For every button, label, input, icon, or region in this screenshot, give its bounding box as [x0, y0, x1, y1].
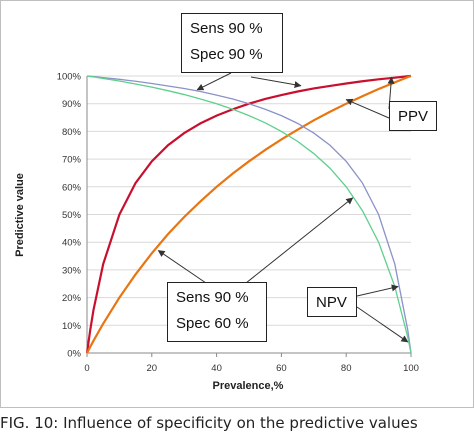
y-tick-label: 20%: [62, 293, 82, 304]
annotation-line: NPV: [316, 294, 347, 311]
y-axis-label: Predictive value: [14, 173, 26, 257]
y-tick-label: 100%: [57, 72, 82, 83]
y-tick-label: 0%: [67, 349, 81, 360]
figure-caption: FIG. 10: Influence of specificity on the…: [0, 414, 418, 432]
ppv-spec-90-line: [85, 74, 412, 354]
ppv-spec-60-line: [86, 74, 412, 354]
x-tick-label: 0: [84, 363, 89, 374]
annotation-ppv: PPV: [389, 101, 437, 131]
x-tick-label: 20: [147, 363, 158, 374]
y-tick-label: 80%: [62, 127, 82, 138]
y-tick-label: 60%: [62, 182, 82, 193]
annotation-sens-90-spec-60: Sens 90 % Spec 60 %: [167, 282, 267, 342]
x-tick-label: 80: [341, 363, 352, 374]
annotation-sens-90-spec-90: Sens 90 % Spec 90 %: [181, 13, 283, 73]
annotation-arrow: [196, 72, 232, 91]
annotation-arrow: [157, 250, 207, 284]
x-tick-label: 100: [403, 363, 419, 374]
annotation-arrow: [345, 98, 390, 119]
chart-figure: 0% 10% 20% 30% 40% 50% 60% 70% 80% 90% 100% 0 20 40 60…: [0, 0, 474, 408]
annotation-npv: NPV: [307, 287, 357, 317]
x-axis-label: Prevalence,%: [213, 380, 284, 392]
y-tick-label: 50%: [62, 210, 82, 221]
x-tick-label: 60: [276, 363, 287, 374]
x-tick-label: 40: [211, 363, 222, 374]
annotation-line: PPV: [398, 108, 429, 125]
annotation-arrow: [356, 306, 409, 343]
annotation-arrow: [356, 284, 399, 297]
annotation-arrow: [245, 197, 354, 284]
npv-spec-60-line: [86, 75, 412, 354]
y-tick-label: 10%: [62, 321, 82, 332]
y-tick-label: 40%: [62, 238, 82, 249]
y-tick-label: 70%: [62, 155, 82, 166]
y-tick-label: 90%: [62, 99, 82, 110]
y-tick-label: 30%: [62, 265, 82, 276]
annotation-line: Spec 60 %: [176, 315, 249, 332]
npv-spec-90-line: [86, 75, 412, 354]
annotation-arrow: [250, 76, 302, 89]
annotation-line: Spec 90 %: [190, 46, 263, 63]
annotation-line: Sens 90 %: [176, 289, 249, 306]
annotation-line: Sens 90 %: [190, 20, 263, 37]
chart-plot: 0% 10% 20% 30% 40% 50% 60% 70% 80% 90% 100% 0 20 40 60…: [14, 72, 419, 393]
